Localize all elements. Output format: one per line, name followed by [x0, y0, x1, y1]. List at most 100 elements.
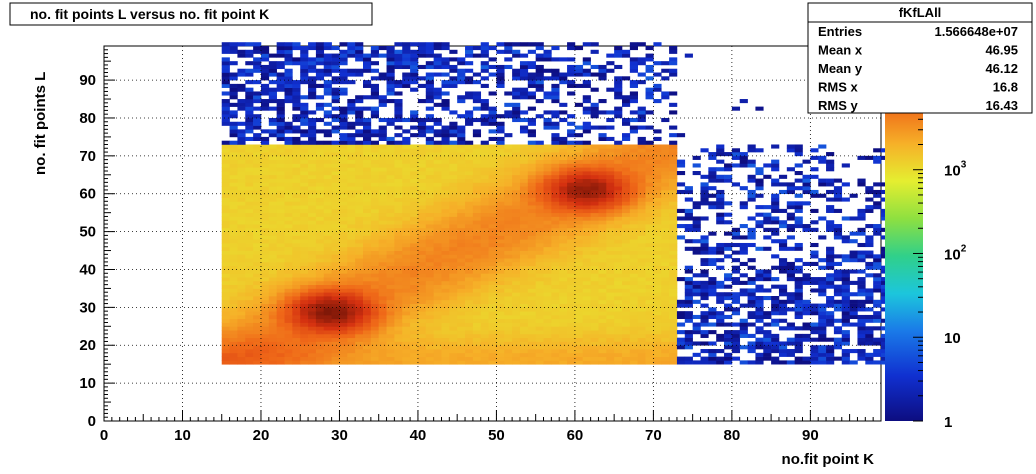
- heatmap-cell: [724, 337, 733, 342]
- heatmap-cell: [378, 277, 387, 282]
- heatmap-cell: [402, 299, 411, 304]
- heatmap-cell: [629, 152, 639, 157]
- heatmap-cell: [323, 303, 333, 308]
- heatmap-cell: [339, 106, 348, 111]
- heatmap-cell: [582, 171, 592, 176]
- heatmap-cell: [284, 352, 293, 358]
- heatmap-cell: [480, 352, 489, 358]
- heatmap-cell: [339, 110, 348, 115]
- heatmap-cell: [355, 193, 364, 198]
- heatmap-cell: [527, 159, 537, 164]
- heatmap-cell: [716, 258, 725, 263]
- heatmap-cell: [472, 155, 482, 161]
- heatmap-cell: [519, 261, 529, 267]
- heatmap-cell: [873, 182, 882, 187]
- heatmap-cell: [410, 125, 419, 130]
- heatmap-cell: [590, 318, 599, 323]
- heatmap-cell: [308, 296, 317, 301]
- heatmap-cell: [433, 299, 442, 304]
- heatmap-cell: [833, 341, 843, 346]
- heatmap-cell: [794, 349, 803, 354]
- heatmap-cell: [386, 269, 395, 274]
- heatmap-cell: [253, 148, 262, 153]
- heatmap-cell: [543, 360, 552, 365]
- heatmap-cell: [543, 186, 552, 191]
- heatmap-cell: [237, 360, 246, 365]
- heatmap-cell: [614, 171, 623, 176]
- heatmap-cell: [410, 235, 419, 240]
- heatmap-cell: [527, 235, 537, 240]
- heatmap-cell: [786, 265, 795, 270]
- heatmap-cell: [276, 235, 285, 240]
- heatmap-cell: [386, 231, 395, 236]
- heatmap-cell: [465, 68, 474, 73]
- heatmap-cell: [778, 182, 788, 187]
- heatmap-cell: [386, 303, 395, 308]
- heatmap-cell: [574, 341, 584, 346]
- heatmap-cell: [731, 231, 741, 236]
- heatmap-cell: [425, 205, 435, 210]
- heatmap-cell: [292, 102, 301, 107]
- heatmap-cell: [504, 288, 513, 293]
- heatmap-cell: [527, 186, 537, 191]
- heatmap-cell: [229, 337, 238, 342]
- heatmap-cell: [833, 284, 843, 289]
- heatmap-cell: [512, 261, 521, 267]
- heatmap-cell: [637, 171, 646, 176]
- heatmap-cell: [512, 250, 521, 255]
- heatmap-cell: [763, 330, 772, 335]
- heatmap-cell: [347, 72, 356, 77]
- heatmap-cell: [535, 307, 544, 312]
- heatmap-cell: [331, 360, 340, 365]
- heatmap-cell: [724, 201, 733, 206]
- heatmap-cell: [818, 311, 827, 316]
- heatmap-cell: [527, 80, 536, 85]
- heatmap-cell: [480, 235, 489, 240]
- heatmap-cell: [300, 326, 309, 331]
- heatmap-cell: [708, 288, 717, 293]
- heatmap-cell: [543, 178, 552, 183]
- heatmap-cell: [465, 53, 474, 58]
- heatmap-cell: [519, 212, 529, 217]
- heatmap-cell: [323, 186, 333, 191]
- heatmap-cell: [865, 239, 874, 244]
- heatmap-cell: [857, 155, 866, 160]
- heatmap-cell: [315, 46, 325, 51]
- heatmap-cell: [543, 250, 552, 255]
- heatmap-cell: [543, 224, 552, 229]
- heatmap-cell: [582, 330, 592, 335]
- heatmap-cell: [410, 49, 419, 54]
- heatmap-cell: [284, 163, 293, 168]
- heatmap-cell: [645, 250, 654, 255]
- heatmap-cell: [653, 182, 662, 187]
- heatmap-cell: [661, 68, 670, 73]
- heatmap-cell: [370, 106, 379, 111]
- heatmap-cell: [386, 193, 395, 198]
- heatmap-cell: [284, 80, 293, 85]
- heatmap-cell: [512, 53, 521, 58]
- heatmap-cell: [535, 288, 544, 293]
- heatmap-cell: [260, 53, 270, 58]
- heatmap-cell: [645, 311, 654, 316]
- heatmap-cell: [535, 265, 544, 270]
- heatmap-cell: [841, 197, 850, 202]
- heatmap-cell: [402, 117, 411, 123]
- heatmap-cell: [629, 349, 639, 354]
- heatmap-cell: [559, 269, 568, 274]
- heatmap-cell: [669, 258, 678, 263]
- heatmap-cell: [606, 337, 615, 342]
- heatmap-cell: [315, 201, 325, 206]
- heatmap-cell: [771, 239, 780, 244]
- heatmap-cell: [637, 144, 646, 149]
- heatmap-cell: [433, 64, 442, 70]
- heatmap-cell: [394, 341, 403, 346]
- heatmap-cell: [488, 273, 497, 278]
- heatmap-cell: [417, 224, 427, 229]
- heatmap-cell: [472, 99, 482, 104]
- heatmap-cell: [245, 337, 254, 342]
- heatmap-cell: [826, 314, 835, 320]
- heatmap-cell: [315, 246, 325, 251]
- heatmap-cell: [480, 326, 489, 331]
- heatmap-cell: [425, 83, 434, 88]
- heatmap-cell: [402, 72, 411, 77]
